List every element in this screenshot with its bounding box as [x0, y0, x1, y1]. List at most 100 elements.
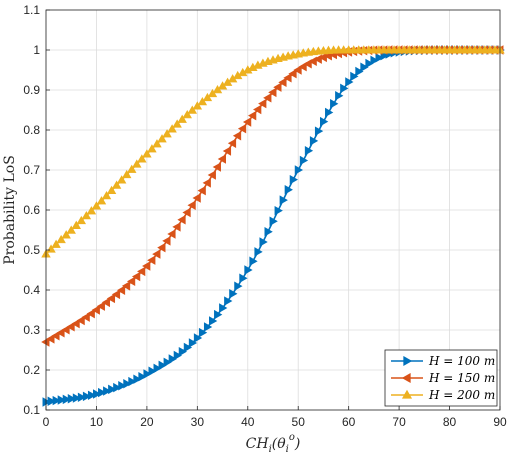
- data-point: [142, 149, 152, 158]
- data-point: [229, 289, 238, 299]
- data-point: [71, 220, 81, 229]
- data-point: [244, 265, 253, 275]
- data-point: [87, 390, 97, 401]
- data-point: [234, 281, 243, 291]
- data-point: [325, 107, 334, 118]
- data-point: [232, 131, 242, 141]
- y-tick-label: 0.1: [23, 403, 40, 417]
- data-point: [126, 276, 136, 287]
- tick-labels: 0 10 20 30 40 50 60 70 80 90 0.1 0.2 0.3 0.4 0.5 0.6 0.7…: [23, 3, 507, 429]
- data-point: [264, 227, 273, 237]
- legend-entry: H = 200 m: [391, 388, 495, 402]
- data-point: [188, 338, 198, 348]
- data-point: [202, 178, 211, 188]
- legend-label: H = 200 m: [428, 388, 495, 402]
- data-point: [42, 397, 51, 407]
- data-point: [309, 136, 319, 146]
- data-point: [355, 66, 364, 77]
- data-point: [51, 331, 60, 341]
- data-point: [248, 110, 257, 121]
- x-tick-label: 90: [493, 415, 507, 429]
- data-point: [167, 124, 177, 133]
- data-point: [72, 393, 82, 403]
- data-point: [106, 185, 117, 195]
- data-point: [148, 366, 157, 376]
- data-point: [298, 61, 307, 72]
- data-point: [173, 350, 182, 361]
- data-point: [293, 65, 302, 75]
- y-tick-label: 0.8: [23, 123, 40, 137]
- legend-label: H = 100 m: [428, 354, 495, 368]
- y-tick-label: 0.7: [23, 163, 40, 177]
- data-point: [67, 394, 77, 404]
- data-point: [370, 55, 379, 66]
- data-point: [182, 109, 192, 119]
- data-point: [51, 239, 61, 248]
- series-2: [41, 45, 504, 347]
- data-point: [350, 71, 359, 82]
- data-point: [96, 301, 105, 311]
- data-point: [198, 327, 208, 338]
- data-point: [96, 196, 107, 205]
- data-point: [66, 322, 75, 332]
- x-tick-label: 70: [392, 415, 406, 429]
- data-point: [375, 53, 384, 63]
- data-point: [289, 174, 298, 185]
- data-point: [118, 381, 127, 391]
- data-point: [269, 216, 278, 226]
- legend-entry: H = 150 m: [391, 371, 495, 385]
- data-point: [76, 315, 85, 326]
- data-point: [157, 134, 167, 143]
- data-point: [212, 162, 221, 172]
- y-tick-label: 1: [33, 43, 40, 57]
- data-point: [380, 50, 389, 61]
- data-point: [116, 175, 127, 184]
- data-point: [187, 200, 196, 210]
- legend-marker: [401, 389, 413, 399]
- data-point: [259, 237, 268, 247]
- data-point: [147, 144, 157, 153]
- data-point: [113, 382, 122, 393]
- data-point: [193, 333, 203, 343]
- y-tick-label: 0.3: [23, 323, 40, 337]
- data-point: [268, 87, 277, 98]
- data-point: [263, 93, 272, 103]
- y-tick-label: 0.6: [23, 203, 40, 217]
- x-tick-label: 10: [90, 415, 104, 429]
- data-point: [207, 170, 216, 180]
- data-point: [197, 185, 206, 196]
- data-point: [133, 374, 142, 384]
- data-point: [224, 296, 233, 306]
- data-point: [299, 155, 309, 166]
- data-point: [101, 190, 112, 200]
- data-point: [340, 83, 349, 94]
- data-point: [61, 325, 70, 335]
- data-point: [209, 316, 218, 326]
- legend-marker: [403, 355, 413, 367]
- data-point: [98, 387, 107, 398]
- data-point: [66, 225, 76, 234]
- y-tick-label: 0.2: [23, 363, 40, 377]
- legend: H = 100 m H = 150 m H = 200 m: [384, 349, 498, 407]
- data-point: [177, 114, 187, 123]
- data-point: [182, 207, 191, 218]
- data-point: [123, 379, 132, 389]
- legend-entry: H = 100 m: [391, 354, 495, 368]
- data-point: [116, 285, 126, 295]
- y-axis-label: Probability LoS: [2, 155, 18, 265]
- data-point: [86, 206, 97, 215]
- data-point: [239, 273, 248, 283]
- data-point: [319, 116, 329, 127]
- data-point: [82, 391, 92, 402]
- data-point: [143, 369, 152, 379]
- data-point: [304, 145, 314, 156]
- data-point: [360, 62, 369, 72]
- data-point: [192, 101, 203, 110]
- data-point: [168, 354, 177, 364]
- data-point: [132, 159, 142, 168]
- data-point: [214, 309, 223, 320]
- data-point: [288, 68, 297, 79]
- data-point: [46, 334, 55, 344]
- data-point: [158, 360, 167, 371]
